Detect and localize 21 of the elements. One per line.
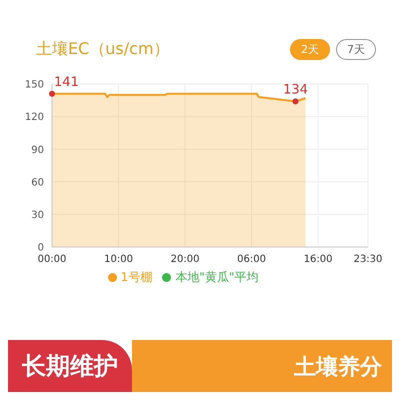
x-tick-label: 16:00: [304, 254, 333, 266]
annotation: 141: [54, 74, 79, 90]
y-tick-label: 150: [24, 80, 44, 91]
y-tick-label: 0: [38, 242, 44, 254]
text: 长期维护: [8, 340, 132, 392]
chart-title: 土壤EC（us/cm）: [36, 38, 170, 60]
annotation: 134: [283, 82, 308, 98]
legend-label: 1号棚: [120, 270, 152, 284]
text: 2天: [290, 39, 330, 60]
y-tick-label: 120: [24, 112, 44, 124]
y-tick-label: 30: [31, 210, 44, 221]
legend-label: 本地"黄瓜"平均: [175, 270, 258, 284]
y-tick-label: 60: [31, 177, 44, 188]
x-tick-label: 00:00: [38, 254, 66, 266]
text: 7天: [336, 39, 376, 60]
x-tick-label: 10:00: [104, 254, 133, 266]
x-tick-label: 23:30: [354, 254, 382, 266]
x-tick-label: 06:00: [237, 254, 266, 266]
y-tick-label: 90: [31, 144, 44, 156]
text: 土壤养分: [132, 340, 392, 392]
x-tick-label: 20:00: [170, 254, 200, 266]
